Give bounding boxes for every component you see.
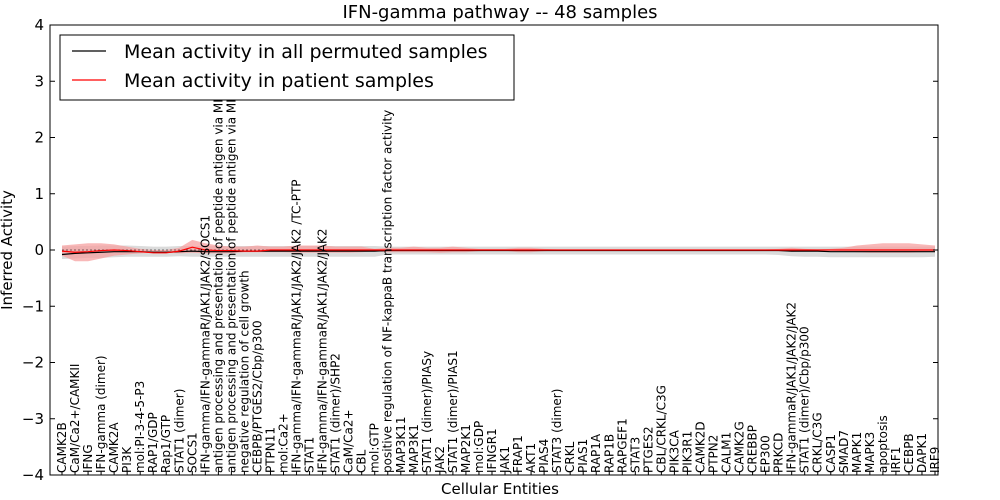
x-tick-label: antigen processing and presentation of p… — [224, 41, 238, 473]
x-tick-label: CAMK2B — [55, 422, 69, 473]
y-tick-label: 4 — [34, 16, 44, 34]
x-tick-label: CEBPB/PTGES2/Cbp/p300 — [250, 320, 264, 473]
y-tick-label: 0 — [34, 241, 44, 259]
x-tick-label: IFN-gammaR/JAK1/JAK2/JAK2 — [785, 302, 799, 473]
x-tick-label: MAP3K11 — [394, 416, 408, 473]
x-tick-label: CaM/Ca2+/CAMKII — [68, 364, 82, 473]
x-tick-label: RAP1/GDP — [146, 412, 160, 473]
x-tick-label: CREBBP — [746, 425, 760, 473]
x-tick-label: CALM1 — [720, 432, 734, 473]
x-tick-label: Rap1/GTP — [159, 415, 173, 473]
x-tick-label: CAMK2A — [107, 422, 121, 473]
x-tick-label: MAP3K1 — [407, 424, 421, 473]
x-tick-label: mol:GDP — [472, 421, 486, 473]
x-tick-label: SOCS1 — [185, 432, 199, 473]
x-tick-label: STAT1 (dimer)/SHP2 — [329, 353, 343, 473]
x-tick-label: PIK3CA — [667, 429, 681, 473]
x-tick-label: mol:PI-3-4-5-P3 — [133, 381, 147, 473]
x-tick-label: STAT1 (dimer)/Cbp/p300 — [798, 326, 812, 473]
x-tick-label: PI3K — [120, 446, 134, 473]
x-tick-label: STAT3 (dimer) — [550, 389, 564, 473]
y-axis: −4 −3 −2 −1 0 1 2 3 4 — [22, 16, 938, 484]
x-tick-label: PRKCD — [772, 433, 786, 473]
legend-label-patient: Mean activity in patient samples — [124, 70, 434, 92]
x-tick-label: CAMK2G — [733, 421, 747, 473]
legend-label-permuted: Mean activity in all permuted samples — [124, 41, 487, 63]
x-tick-label: apoptosis — [876, 415, 890, 473]
y-tick-label: 1 — [34, 185, 44, 203]
x-tick-label: RAP1A — [589, 433, 603, 473]
x-tick-label: STAT1 (dimer) — [172, 389, 186, 473]
x-tick-label: MAP2K1 — [459, 424, 473, 473]
y-tick-label: −3 — [22, 410, 44, 428]
y-tick-label: −2 — [22, 354, 44, 372]
x-tick-label: FRAP1 — [511, 435, 525, 473]
x-tick-label: AKT1 — [524, 443, 538, 473]
x-tick-label: EP300 — [759, 435, 773, 473]
x-tick-label: mol:GTP — [368, 423, 382, 473]
y-tick-label: −4 — [22, 466, 44, 484]
x-tick-label: IFN-gamma/IFN-gammaR/JAK1/JAK2/SOCS1 — [198, 215, 212, 473]
x-tick-label: IFN-gamma (dimer) — [94, 355, 108, 473]
x-tick-label: JAK2 — [433, 446, 447, 474]
x-tick-label: PTPN11 — [263, 427, 277, 473]
y-tick-label: 2 — [34, 129, 44, 147]
x-tick-label: CRKL — [563, 441, 577, 473]
x-tick-label: IFN-gamma/IFN-gammaR/JAK1/JAK2/JAK2 /TC-… — [290, 179, 304, 473]
x-tick-label: CBL/CRKL/C3G — [654, 385, 668, 473]
x-tick-label: PTGES2 — [641, 426, 655, 473]
x-tick-label: IRF9 — [928, 447, 942, 473]
legend: Mean activity in all permuted samples Me… — [59, 34, 515, 101]
x-tick-label: CAMK2D — [693, 421, 707, 473]
x-tick-label: MAPK3 — [863, 432, 877, 473]
x-tick-label: RAP1B — [602, 434, 616, 473]
x-tick-label: CEBPB — [902, 433, 916, 473]
x-tick-label: CBL — [355, 449, 369, 473]
legend-box — [59, 34, 515, 101]
x-tick-label: STAT1 — [303, 437, 317, 473]
x-tick-label: CASP1 — [824, 434, 838, 473]
series-line-patient — [61, 246, 935, 254]
x-tick-label: PIAS1 — [576, 439, 590, 473]
x-tick-label: IRF1 — [889, 447, 903, 473]
x-tick-label: PIAS4 — [537, 439, 551, 473]
x-tick-label: PTPN2 — [706, 435, 720, 473]
x-tick-label: negative regulation of cell growth — [237, 270, 251, 473]
x-tick-label: STAT1 (dimer)/PIASy — [420, 351, 434, 473]
y-tick-label: 3 — [34, 72, 44, 90]
x-axis: CAMK2B CaM/Ca2+/CAMKII IFNG IFN-gamma (dime… — [55, 41, 942, 475]
y-tick-label: −1 — [22, 297, 44, 315]
x-tick-label: antigen processing and presentation of p… — [211, 44, 225, 473]
x-tick-label: MAPK1 — [850, 432, 864, 473]
x-tick-label: STAT1 (dimer)/PIAS1 — [446, 350, 460, 473]
chart-title: IFN-gamma pathway -- 48 samples — [342, 2, 657, 23]
y-axis-label: Inferred Activity — [0, 190, 16, 310]
x-tick-label: CRKL/C3G — [811, 412, 825, 473]
x-tick-label: DAPK1 — [915, 433, 929, 473]
x-tick-label: IFN-gamma/IFN-gammaR/JAK1/JAK2/JAK2 — [316, 228, 330, 473]
x-tick-label: IFNGR1 — [485, 428, 499, 473]
x-tick-label: RAPGEF1 — [615, 418, 629, 473]
x-tick-label: mol:Ca2+ — [277, 413, 291, 473]
series-lines — [61, 246, 935, 256]
x-tick-label: IFNG — [81, 444, 95, 473]
x-tick-label: positive regulation of NF-kappaB transcr… — [381, 110, 395, 473]
x-tick-label: JAK1 — [498, 446, 512, 474]
x-axis-label: Cellular Entities — [441, 480, 559, 498]
x-tick-label: PIK3R1 — [680, 431, 694, 473]
x-tick-label: SMAD7 — [837, 430, 851, 473]
x-tick-label: STAT3 — [628, 437, 642, 473]
x-tick-label: CaM/Ca2+ — [342, 409, 356, 473]
